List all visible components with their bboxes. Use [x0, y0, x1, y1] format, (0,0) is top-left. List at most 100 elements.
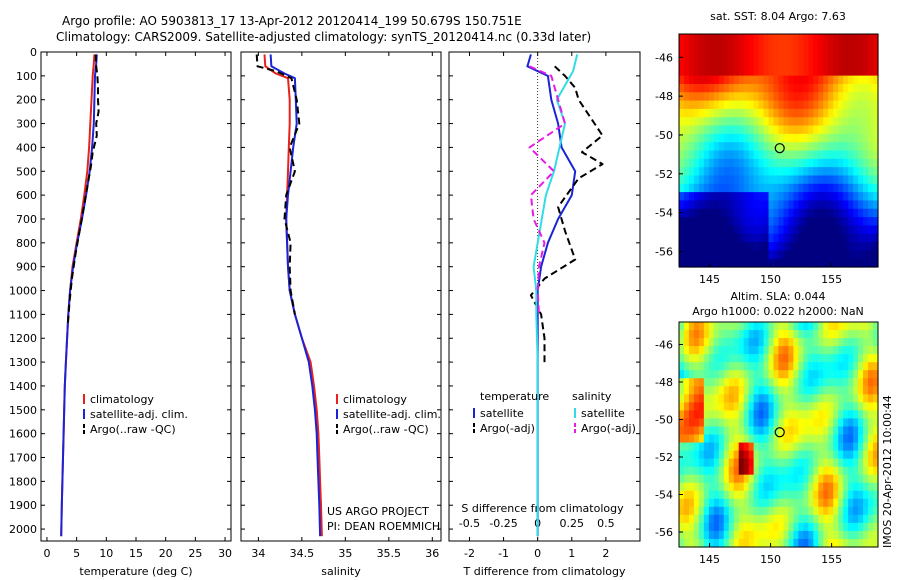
map-cell — [863, 522, 869, 532]
map-cell — [763, 208, 770, 218]
map-cell — [863, 192, 869, 202]
map-cell — [723, 506, 730, 516]
map-cell — [793, 50, 799, 60]
map-cell — [728, 466, 735, 476]
map-cell — [703, 217, 710, 226]
map-cell — [763, 242, 770, 251]
map-cell — [808, 346, 814, 355]
map-cell — [693, 158, 700, 168]
map-cell — [708, 100, 715, 110]
map-cell — [778, 258, 785, 268]
map-cell — [698, 458, 705, 468]
map-cell — [813, 242, 819, 251]
map-cell — [773, 50, 780, 60]
map-cell — [728, 538, 735, 548]
map-cell — [738, 200, 745, 210]
map-cell — [703, 192, 710, 202]
map-cell — [753, 426, 760, 436]
map-cell — [838, 183, 844, 193]
map-cell — [813, 458, 819, 468]
map-cell — [823, 378, 829, 387]
map-cell — [833, 58, 839, 68]
map-cell — [763, 250, 770, 260]
map-cell — [763, 34, 770, 43]
map-cell — [728, 442, 735, 452]
map-cell — [683, 442, 690, 452]
map-cell — [753, 514, 760, 524]
map-cell — [858, 394, 864, 403]
map-cell — [768, 354, 775, 363]
map-cell — [833, 410, 839, 420]
map-cell — [828, 362, 834, 371]
map-cell — [748, 133, 755, 143]
map-cell — [813, 175, 819, 185]
map-cell — [703, 434, 710, 444]
map-cell — [833, 522, 839, 532]
map-cell — [738, 434, 745, 444]
map-cell — [743, 498, 750, 508]
map-cell — [703, 426, 710, 436]
map-cell — [798, 100, 804, 110]
map-cell — [848, 378, 854, 387]
map-cell — [773, 200, 780, 210]
map-cell — [873, 450, 879, 460]
map-cell — [718, 208, 725, 218]
map-cell — [783, 346, 790, 355]
map-cell — [788, 354, 795, 363]
map-cell — [818, 50, 824, 60]
map-cell — [843, 330, 849, 339]
map-cell — [708, 530, 715, 540]
map-cell — [718, 192, 725, 202]
map-cell — [703, 514, 710, 524]
map-cell — [828, 117, 834, 127]
map-cell — [848, 233, 854, 243]
map-cell — [748, 426, 755, 436]
map-cell — [863, 450, 869, 460]
map-cell — [783, 117, 790, 127]
map-cell — [693, 330, 700, 339]
map-cell — [763, 386, 770, 395]
map-cell — [693, 538, 700, 548]
map-cell — [863, 490, 869, 500]
map-cell — [828, 442, 834, 452]
map-cell — [688, 150, 695, 160]
map-cell — [748, 125, 755, 135]
map-cell — [873, 50, 879, 60]
map-cell — [818, 514, 824, 524]
map-cell — [833, 354, 839, 363]
map-cell — [733, 490, 740, 500]
map-cell — [763, 490, 770, 500]
map-cell — [773, 402, 780, 411]
map-cell — [843, 490, 849, 500]
map-cell — [688, 158, 695, 168]
map-cell — [688, 338, 695, 347]
map-cell — [828, 183, 834, 193]
map-cell — [783, 142, 790, 152]
map-cell — [868, 538, 874, 548]
map-cell — [813, 490, 819, 500]
map-cell — [743, 58, 750, 68]
y-tick-label: 2000 — [9, 523, 37, 536]
map-cell — [773, 338, 780, 347]
map-cell — [723, 330, 730, 339]
map-cell — [783, 50, 790, 60]
map-cell — [798, 250, 804, 260]
map-cell — [713, 92, 720, 102]
map-cell — [823, 394, 829, 403]
map-cell — [778, 450, 785, 460]
map-cell — [853, 418, 859, 428]
map-cell — [763, 410, 770, 420]
map-cell — [783, 75, 790, 85]
map-cell — [778, 42, 785, 52]
map-cell — [758, 125, 765, 135]
map-cell — [868, 67, 874, 77]
map-cell — [728, 200, 735, 210]
map-cell — [748, 150, 755, 160]
map-cell — [843, 58, 849, 68]
map-cell — [778, 34, 785, 43]
map-cell — [683, 474, 690, 484]
map-cell — [733, 34, 740, 43]
map-cell — [748, 50, 755, 60]
y-tick-label: -46 — [655, 339, 673, 352]
map-cell — [768, 418, 775, 428]
